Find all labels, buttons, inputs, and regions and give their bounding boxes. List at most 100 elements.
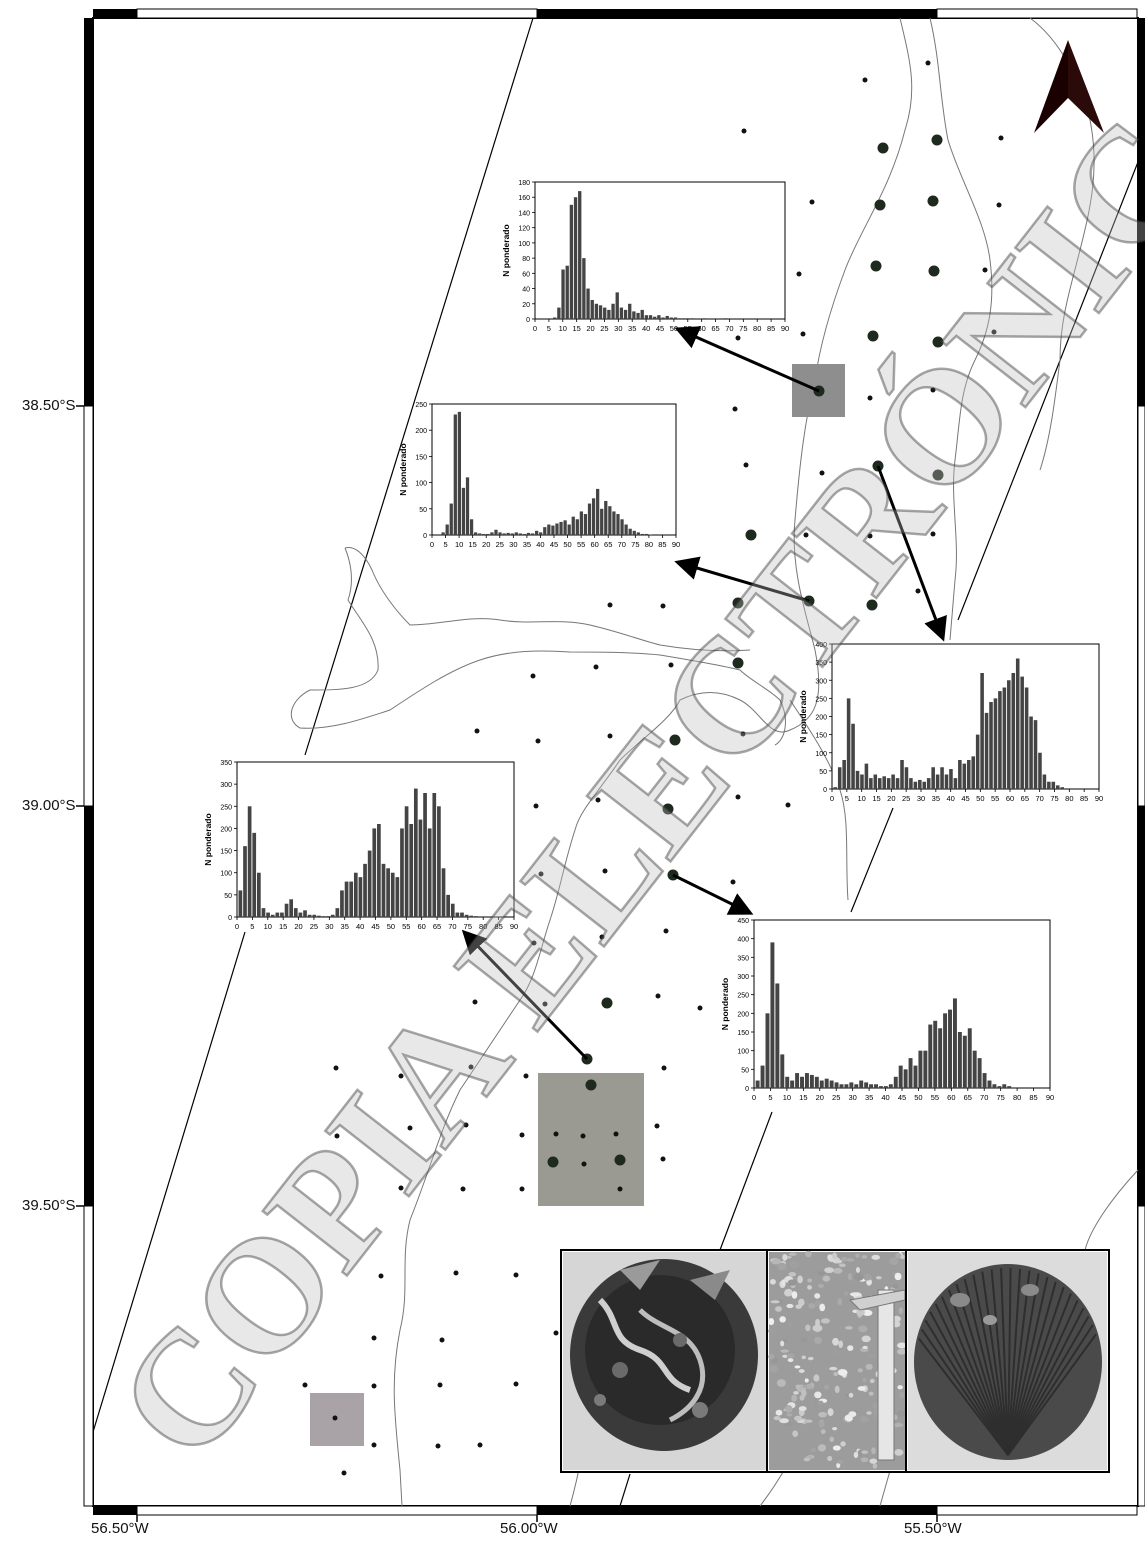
large-stations: [547, 134, 944, 1168]
histogram-bar: [367, 850, 372, 917]
histogram-bar: [632, 530, 636, 535]
histogram-bar: [395, 877, 400, 917]
histogram-bar: [607, 309, 611, 319]
histogram-bar: [441, 532, 445, 535]
histogram-bar: [418, 819, 423, 917]
y-axis-label: N ponderado: [501, 224, 511, 276]
histogram-bar: [918, 779, 922, 789]
north-arrow-icon: [1034, 40, 1104, 133]
gravel-sediment-with-ruler-photo: [768, 1250, 907, 1470]
histogram-bar: [948, 1009, 952, 1088]
histogram-bar: [506, 532, 510, 535]
histogram-bar: [543, 527, 547, 535]
histogram-bar: [582, 258, 586, 319]
histogram-bar: [1051, 781, 1056, 789]
x-tick-label: 0: [830, 794, 834, 803]
histogram-bar: [427, 828, 432, 917]
histogram-bar: [612, 511, 616, 535]
histogram-bar: [445, 524, 449, 535]
histogram-bar: [977, 1058, 982, 1088]
x-tick-label: 80: [645, 540, 653, 549]
x-tick-label: 10: [264, 922, 272, 931]
histogram-bar: [987, 1080, 992, 1088]
x-tick-label: 30: [614, 324, 622, 333]
x-tick-label: 25: [310, 922, 318, 931]
histogram-bar: [623, 309, 628, 319]
histogram-bar: [982, 1073, 987, 1088]
histogram-bar: [563, 520, 567, 535]
histogram-bar: [457, 411, 462, 535]
histogram-bar: [923, 1050, 928, 1088]
histogram-bar: [1015, 658, 1020, 789]
x-tick-label: 5: [443, 540, 447, 549]
photo-panel: [560, 1249, 1110, 1473]
histogram-bar: [834, 1082, 839, 1088]
x-tick-label: 85: [767, 324, 775, 333]
histogram-bar: [962, 1035, 967, 1088]
histogram-bar: [864, 763, 869, 789]
histogram-bar: [898, 1065, 903, 1088]
x-tick-label: 65: [964, 1093, 972, 1102]
histogram-bar: [284, 903, 289, 917]
y-axis-label: N ponderado: [203, 813, 213, 865]
histogram-bar: [669, 317, 674, 319]
histogram-bar: [551, 525, 555, 535]
histogram-bar: [464, 914, 469, 917]
x-tick-label: 60: [697, 324, 705, 333]
lon-label-56-50: 56.50°W: [91, 1520, 149, 1537]
histogram-bar: [553, 317, 557, 319]
lat-label-39-00: 39.00°S: [22, 797, 76, 814]
x-tick-label: 65: [433, 922, 441, 931]
histogram-bar: [855, 770, 860, 789]
histogram-bar: [453, 414, 457, 535]
y-tick-label: 100: [415, 481, 427, 488]
histogram-bar: [989, 702, 993, 789]
histogram-bar: [860, 774, 864, 789]
y-tick-label: 400: [737, 937, 749, 944]
histogram-bar: [636, 532, 640, 535]
histogram-bar: [842, 760, 846, 789]
histogram-bar: [869, 778, 873, 789]
y-tick-label: 250: [737, 993, 749, 1000]
x-tick-label: 30: [509, 540, 517, 549]
histogram-chart-3: 0 50 100 150 200 250 300 350 400 0 5 10 15 20 25 30 35 40…: [798, 642, 1103, 803]
histogram-bar: [579, 511, 584, 535]
histogram-bar: [636, 312, 640, 319]
histogram-bar: [252, 832, 257, 917]
histogram-bar: [510, 533, 514, 535]
histogram-bar: [437, 806, 441, 917]
y-tick-label: 160: [518, 195, 530, 202]
histogram-bar: [648, 315, 653, 319]
histogram-bar: [723, 318, 728, 319]
x-tick-label: 40: [536, 540, 544, 549]
x-tick-label: 70: [448, 922, 456, 931]
histogram-bar: [953, 778, 958, 789]
histogram-bar: [903, 1069, 908, 1088]
histogram-bar: [1029, 716, 1033, 789]
histogram-bar: [559, 521, 563, 535]
histogram-bar: [321, 916, 326, 917]
histogram-bar: [1038, 752, 1042, 789]
y-tick-label: 250: [415, 402, 427, 409]
x-tick-label: 30: [325, 922, 333, 931]
histogram-bar: [1047, 781, 1051, 789]
histogram-bar: [587, 503, 592, 535]
histogram-bar: [565, 265, 569, 319]
y-tick-label: 200: [415, 428, 427, 435]
histogram-bar: [372, 828, 377, 917]
histogram-bar: [918, 1050, 923, 1088]
histogram-bar: [640, 533, 645, 535]
histogram-bar: [303, 910, 307, 917]
histogram-bar: [238, 890, 243, 917]
x-tick-label: 35: [932, 794, 940, 803]
x-tick-label: 45: [961, 794, 969, 803]
small-stations: [302, 60, 1004, 1476]
histogram-bar: [913, 781, 918, 789]
x-tick-label: 90: [781, 324, 789, 333]
bathymetric-contours: [290, 17, 1139, 1507]
y-tick-label: 150: [220, 849, 232, 856]
histogram-bar: [514, 532, 518, 535]
histogram-bar: [980, 673, 984, 789]
y-tick-label: 140: [518, 210, 530, 217]
y-tick-label: 300: [220, 782, 232, 789]
